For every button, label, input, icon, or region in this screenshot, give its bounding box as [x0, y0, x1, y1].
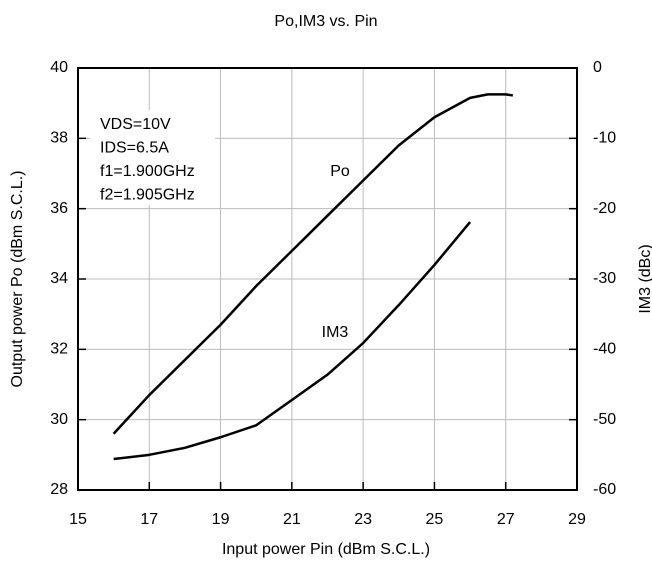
x-tick-label: 25 — [426, 511, 444, 528]
y-tick-label: 34 — [50, 270, 68, 287]
y2-axis-label: IM3 (dBc) — [637, 244, 652, 313]
y-tick-label: 32 — [50, 341, 68, 358]
y2-tick-label: -40 — [593, 341, 616, 358]
series-label: Po — [330, 163, 350, 180]
annotation: f1=1.900GHz — [100, 163, 195, 180]
chart-title: Po,IM3 vs. Pin — [274, 13, 377, 30]
y-tick-label: 28 — [50, 481, 68, 498]
annotation: IDS=6.5A — [100, 140, 169, 157]
x-tick-label: 29 — [568, 511, 586, 528]
y2-tick-label: -20 — [593, 200, 616, 217]
y2-tick-label: -30 — [593, 270, 616, 287]
y2-tick-label: -10 — [593, 130, 616, 147]
y2-tick-label: -60 — [593, 481, 616, 498]
x-tick-label: 23 — [354, 511, 372, 528]
series-label: IM3 — [322, 324, 349, 341]
x-axis-label: Input power Pin (dBm S.C.L.) — [222, 541, 430, 558]
y2-tick-label: -50 — [593, 411, 616, 428]
y-tick-label: 40 — [50, 59, 68, 76]
x-tick-label: 21 — [283, 511, 301, 528]
x-tick-label: 19 — [212, 511, 230, 528]
y-tick-label: 30 — [50, 411, 68, 428]
y-tick-label: 36 — [50, 200, 68, 217]
x-tick-label: 17 — [140, 511, 158, 528]
annotation: f2=1.905GHz — [100, 187, 195, 204]
y2-tick-label: 0 — [593, 59, 602, 76]
plot-frame — [77, 67, 578, 491]
x-tick-label: 27 — [497, 511, 515, 528]
annotation: VDS=10V — [100, 116, 171, 133]
y-axis-label: Output power Po (dBm S.C.L.) — [9, 171, 26, 388]
series-line — [112, 93, 514, 435]
annotation-box — [90, 110, 215, 205]
x-tick-label: 15 — [69, 511, 87, 528]
y-tick-label: 38 — [50, 130, 68, 147]
series-line — [114, 185, 506, 459]
